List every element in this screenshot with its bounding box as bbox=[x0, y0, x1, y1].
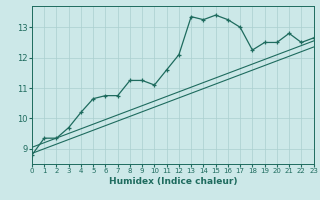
X-axis label: Humidex (Indice chaleur): Humidex (Indice chaleur) bbox=[108, 177, 237, 186]
